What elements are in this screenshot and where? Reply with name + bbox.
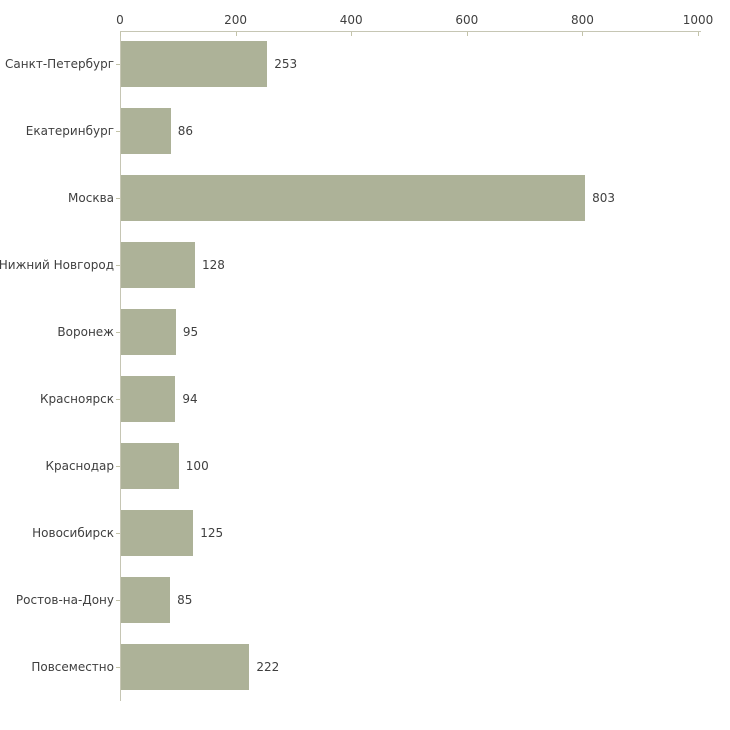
x-tick-mark (235, 32, 237, 36)
bar-1 (121, 41, 268, 88)
x-tick-label: 600 (455, 13, 479, 27)
x-tick-mark (351, 32, 353, 36)
y-tick-mark (116, 666, 120, 668)
y-tick-mark (116, 64, 120, 66)
value-label: 803 (592, 191, 616, 206)
y-tick-mark (116, 265, 120, 267)
bar-8 (121, 509, 194, 556)
x-tick-label: 400 (339, 13, 363, 27)
x-tick-mark (582, 32, 584, 36)
x-tick-label: 200 (224, 13, 248, 27)
y-axis-line (120, 31, 121, 701)
category-label: Екатеринбург (25, 124, 114, 139)
x-axis-line (120, 31, 701, 32)
category-label: Воронеж (57, 325, 114, 340)
x-tick-label: 1000 (682, 13, 714, 27)
x-tick-label: 0 (116, 13, 124, 27)
y-tick-mark (116, 599, 120, 601)
bar-9 (121, 576, 171, 623)
value-label: 100 (185, 458, 209, 473)
bar-5 (121, 309, 176, 356)
y-tick-mark (116, 465, 120, 467)
value-label: 86 (177, 124, 193, 139)
y-tick-mark (116, 398, 120, 400)
category-label: Красноярск (40, 391, 114, 406)
category-label: Краснодар (45, 458, 114, 473)
x-tick-mark (466, 32, 468, 36)
category-label: Москва (68, 191, 114, 206)
value-label: 95 (182, 325, 199, 340)
value-label: 253 (274, 57, 298, 72)
category-label: Нижний Новгород (0, 258, 114, 273)
value-label: 85 (177, 592, 193, 607)
x-tick-mark (698, 32, 699, 36)
category-label: Повсеместно (31, 659, 114, 674)
value-label: 94 (182, 391, 198, 406)
category-label: Санкт-Петербург (5, 57, 114, 72)
y-tick-mark (116, 198, 120, 200)
bar-4 (121, 242, 195, 289)
x-tick-label: 800 (570, 13, 594, 27)
y-tick-mark (116, 332, 120, 334)
y-tick-mark (116, 532, 120, 534)
bar-3 (121, 175, 586, 222)
category-label: Ростов-на-Дону (15, 592, 114, 607)
category-label: Новосибирск (32, 525, 114, 540)
value-label: 222 (256, 659, 280, 674)
bar-7 (121, 442, 179, 489)
bar-6 (121, 375, 176, 422)
x-tick-mark (120, 32, 121, 36)
value-label: 125 (200, 525, 224, 540)
value-label: 128 (201, 258, 225, 273)
bar-2 (121, 108, 171, 155)
bar-10 (121, 643, 250, 690)
y-tick-mark (116, 131, 120, 133)
